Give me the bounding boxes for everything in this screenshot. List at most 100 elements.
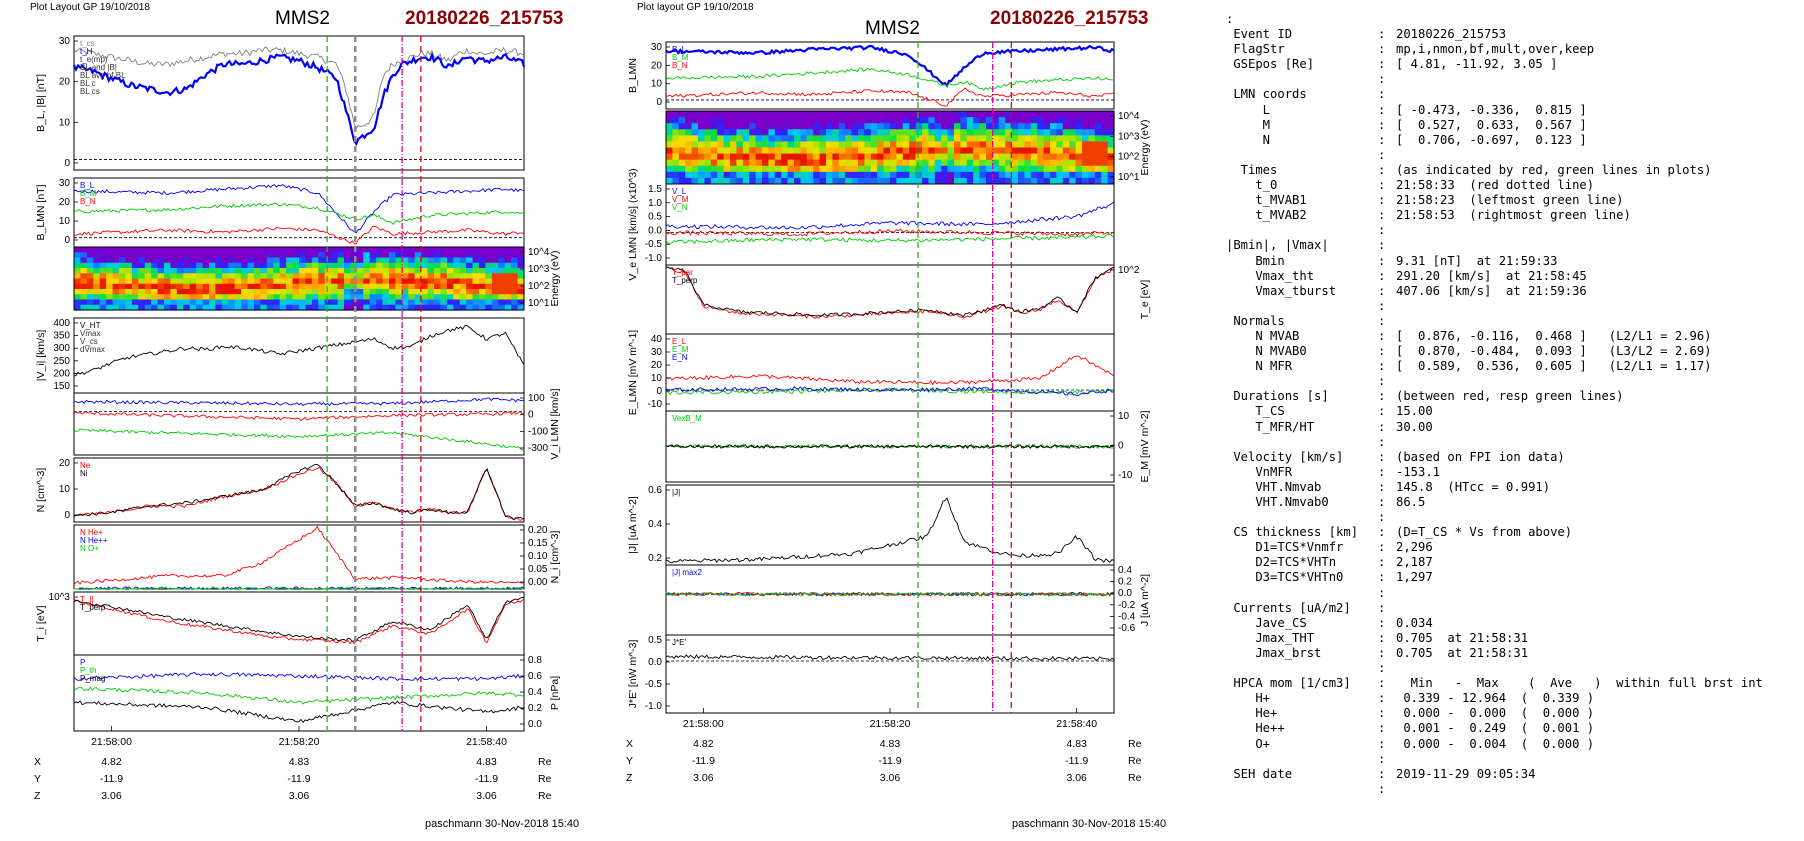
spectrogram-cell xyxy=(794,117,801,124)
info-row: t_MVAB2:21:58:53 (rightmost green line) xyxy=(1226,208,1801,223)
spectrogram-cell xyxy=(401,283,409,290)
spectrogram-cell xyxy=(511,262,519,269)
spectrogram-cell xyxy=(189,273,197,280)
spectrogram-cell xyxy=(672,147,680,155)
y-tick-label: -100 xyxy=(528,426,548,437)
info-colon: : xyxy=(1378,510,1386,525)
spectrogram-cell xyxy=(698,141,705,149)
spectrogram-cell xyxy=(266,262,274,269)
spectrogram-cell xyxy=(947,159,955,167)
spectrogram-cell xyxy=(794,111,801,118)
spectrogram-cell xyxy=(221,268,229,274)
spectrogram-cell xyxy=(331,294,339,301)
spectrogram-cell xyxy=(781,111,789,118)
spectrogram-cell xyxy=(736,129,744,136)
spectrogram-cell xyxy=(164,289,172,295)
info-key: He++ xyxy=(1226,721,1285,736)
y-tick-label: 10 xyxy=(651,79,663,90)
spectrogram-cell xyxy=(973,123,981,130)
spectrogram-cell xyxy=(1082,135,1089,143)
spectrogram-cell xyxy=(459,273,467,280)
spectrogram-cell xyxy=(151,278,159,285)
spectrogram-cell xyxy=(131,283,139,290)
spectrogram-cell xyxy=(1075,129,1083,136)
spectrogram-cell xyxy=(517,304,525,311)
spectrogram-cell xyxy=(922,129,929,136)
spectrogram-cell xyxy=(1088,129,1096,136)
spectrogram-cell xyxy=(832,111,840,118)
spectrogram-cell xyxy=(221,283,229,290)
spectrogram-cell xyxy=(498,283,506,290)
y-tick-label: 0 xyxy=(656,386,662,397)
spectrogram-cell xyxy=(787,141,795,149)
spectrogram-cell xyxy=(247,252,255,259)
spectrogram-cell xyxy=(986,117,993,124)
spectrogram-cell xyxy=(787,177,795,185)
spectrogram-cell xyxy=(363,247,371,253)
spectrogram-cell xyxy=(363,252,371,259)
spectrogram-cell xyxy=(466,273,474,280)
spectrogram-cell xyxy=(1011,159,1019,167)
spectrogram-cell xyxy=(504,294,512,301)
spectrogram-cell xyxy=(1011,135,1019,143)
spectrogram-cell xyxy=(466,257,474,264)
spectrogram-cell xyxy=(787,111,795,118)
left-event-title: 20180226_215753 xyxy=(405,8,564,29)
spectrogram-cell xyxy=(851,171,859,179)
spectrogram-cell xyxy=(292,294,300,301)
spectrogram-cell xyxy=(915,159,923,167)
spectrogram-cell xyxy=(742,123,750,130)
spectrogram-cell xyxy=(986,135,993,143)
spectrogram-cell xyxy=(164,268,172,274)
info-colon: : xyxy=(1378,479,1386,494)
spectrogram-cell xyxy=(832,141,840,149)
spectrogram-cell xyxy=(826,159,833,167)
spectrogram-cell xyxy=(979,147,987,155)
spectrogram-cell xyxy=(832,165,840,173)
spectrogram-cell xyxy=(389,299,397,306)
spectrogram-cell xyxy=(434,304,442,311)
x-tick-label: 21:58:00 xyxy=(683,718,724,730)
spectrogram-cell xyxy=(228,252,236,259)
spectrogram-cell xyxy=(1024,177,1032,185)
spectrogram-cell xyxy=(299,283,307,290)
spectrogram-cell xyxy=(755,177,763,185)
ephemeris-value: -11.9 xyxy=(878,755,901,767)
spectrogram-cell xyxy=(157,278,165,285)
spectrogram-cell xyxy=(99,304,107,311)
panel-frame xyxy=(73,591,525,656)
ephemeris-unit: Re xyxy=(1128,772,1142,784)
info-key: D2=TCS*VHTn xyxy=(1226,555,1337,570)
legend-entry: Vmax xyxy=(80,329,100,338)
spectrogram-cell xyxy=(838,117,846,124)
spectrogram-cell xyxy=(440,273,448,280)
spectrogram-cell xyxy=(909,117,917,124)
y-axis-label: V_i LMN [km/s] xyxy=(549,388,561,459)
legend-entry: V_HT xyxy=(80,321,101,330)
y-axis-label: N_i [cm^-3] xyxy=(549,531,561,584)
spectrogram-cell xyxy=(723,135,731,143)
spectrogram-cell xyxy=(723,129,731,136)
spectrogram-cell xyxy=(1050,159,1057,167)
spectrogram-cell xyxy=(286,257,294,264)
series-line xyxy=(665,201,1115,230)
info-colon: : xyxy=(1378,434,1386,449)
spectrogram-cell xyxy=(755,153,763,161)
spectrogram-cell xyxy=(305,283,313,290)
legend-entry: J*E' xyxy=(672,638,686,647)
spectrogram-cell xyxy=(992,141,1000,149)
spectrogram-cell xyxy=(356,268,364,274)
spectrogram-cell xyxy=(164,252,172,259)
spectrogram-cell xyxy=(138,257,146,264)
series-line xyxy=(665,44,1115,89)
spectrogram-cell xyxy=(710,177,718,185)
spectrogram-cell xyxy=(183,273,191,280)
spectrogram-cell xyxy=(369,273,377,280)
spectrogram-cell xyxy=(691,123,699,130)
spectrogram-cell xyxy=(144,257,152,264)
spectrogram-cell xyxy=(414,278,422,285)
spectrogram-cell xyxy=(401,257,409,264)
spectrogram-cell xyxy=(196,283,204,290)
spectrogram-cell xyxy=(99,299,107,306)
spectrogram-cell xyxy=(883,135,891,143)
